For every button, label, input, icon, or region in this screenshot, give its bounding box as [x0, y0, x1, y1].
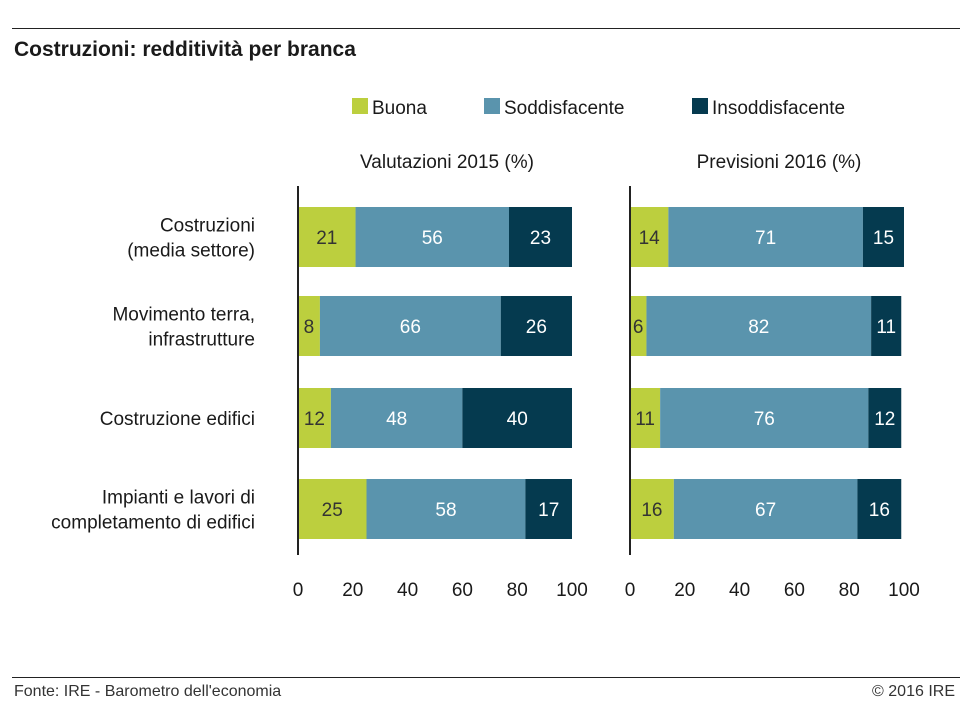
data-label-p0-r1-s1: 66 — [400, 317, 421, 338]
data-label-p0-r2-s1: 48 — [386, 409, 407, 430]
tick-label-p0-0: 0 — [293, 580, 304, 601]
legend-label-1: Soddisfacente — [504, 98, 624, 119]
category-label-1-0: Movimento terra, — [112, 305, 255, 326]
data-label-p0-r3-s2: 17 — [538, 500, 559, 521]
legend-label-2: Insoddisfacente — [712, 98, 845, 119]
top-rule — [12, 28, 960, 29]
tick-label-p0-5: 100 — [556, 580, 588, 601]
bar-p0-r0-s1 — [355, 207, 509, 267]
tick-label-p0-3: 60 — [452, 580, 473, 601]
bar-p0-r3-s2 — [525, 479, 572, 539]
data-label-p0-r0-s0: 21 — [316, 228, 337, 249]
category-label-0-1: (media settore) — [127, 241, 255, 262]
bar-p1-r0-s1 — [668, 207, 863, 267]
legend-swatch-0 — [352, 98, 368, 114]
category-label-1-1: infrastrutture — [148, 330, 255, 351]
data-label-p1-r2-s2: 12 — [874, 409, 895, 430]
tick-label-p1-5: 100 — [888, 580, 920, 601]
category-label-2-0: Costruzione edifici — [100, 409, 255, 430]
data-label-p0-r0-s2: 23 — [530, 228, 551, 249]
tick-label-p0-4: 80 — [507, 580, 528, 601]
bar-p0-r2-s1 — [330, 388, 463, 448]
data-label-p1-r0-s0: 14 — [639, 228, 661, 249]
bar-p0-r3-s0 — [298, 479, 367, 539]
bar-p0-r1-s0 — [298, 296, 320, 356]
bar-p0-r1-s2 — [500, 296, 572, 356]
data-label-p1-r1-s1: 82 — [748, 317, 769, 338]
tick-label-p1-3: 60 — [784, 580, 805, 601]
tick-label-p0-1: 20 — [342, 580, 363, 601]
data-label-p1-r3-s0: 16 — [641, 500, 662, 521]
legend-swatch-2 — [692, 98, 708, 114]
category-label-3-0: Impianti e lavori di — [102, 488, 255, 509]
tick-label-p0-2: 40 — [397, 580, 418, 601]
bar-p1-r2-s0 — [630, 388, 661, 448]
data-label-p0-r2-s2: 40 — [507, 409, 528, 430]
data-label-p1-r2-s1: 76 — [754, 409, 775, 430]
legend-swatch-1 — [484, 98, 500, 114]
data-label-p1-r0-s2: 15 — [873, 228, 894, 249]
bar-p1-r1-s1 — [646, 296, 872, 356]
data-label-p0-r1-s0: 8 — [304, 317, 315, 338]
data-label-p1-r3-s1: 67 — [755, 500, 776, 521]
bar-p1-r0-s2 — [862, 207, 904, 267]
bar-p0-r2-s2 — [462, 388, 572, 448]
footer-source: Fonte: IRE - Barometro dell'economia — [14, 683, 282, 700]
bar-p1-r1-s2 — [871, 296, 902, 356]
data-label-p0-r3-s1: 58 — [435, 500, 456, 521]
bottom-rule — [12, 677, 960, 678]
chart-title: Costruzioni: redditività per branca — [14, 38, 356, 61]
panel-title-0: Valutazioni 2015 (%) — [360, 152, 534, 173]
tick-label-p1-0: 0 — [625, 580, 636, 601]
legend-label-0: Buona — [372, 98, 427, 119]
data-label-p1-r1-s0: 6 — [633, 317, 644, 338]
category-label-0-0: Costruzioni — [160, 216, 255, 237]
bar-p1-r3-s0 — [630, 479, 674, 539]
bar-p1-r1-s0 — [630, 296, 647, 356]
bar-p1-r2-s1 — [660, 388, 869, 448]
tick-label-p1-2: 40 — [729, 580, 750, 601]
bar-p0-r0-s2 — [508, 207, 572, 267]
data-label-p1-r1-s2: 11 — [876, 317, 896, 338]
data-label-p1-r0-s1: 71 — [755, 228, 776, 249]
bar-p1-r3-s1 — [673, 479, 858, 539]
bar-p1-r0-s0 — [630, 207, 669, 267]
bar-p0-r3-s1 — [366, 479, 526, 539]
data-label-p0-r2-s0: 12 — [304, 409, 325, 430]
data-label-p0-r0-s1: 56 — [422, 228, 443, 249]
tick-label-p1-1: 20 — [674, 580, 695, 601]
panel-title-1: Previsioni 2016 (%) — [697, 152, 862, 173]
bar-p0-r2-s0 — [298, 388, 331, 448]
bar-p1-r3-s2 — [857, 479, 902, 539]
bar-p0-r0-s0 — [298, 207, 356, 267]
tick-label-p1-4: 80 — [839, 580, 860, 601]
footer-copyright: © 2016 IRE — [872, 683, 955, 700]
data-label-p1-r2-s0: 11 — [635, 409, 655, 430]
category-label-3-1: completamento di edifici — [51, 513, 255, 534]
bar-p0-r1-s1 — [319, 296, 501, 356]
data-label-p0-r1-s2: 26 — [526, 317, 547, 338]
data-label-p0-r3-s0: 25 — [322, 500, 343, 521]
bar-p1-r2-s2 — [868, 388, 902, 448]
data-label-p1-r3-s2: 16 — [869, 500, 890, 521]
